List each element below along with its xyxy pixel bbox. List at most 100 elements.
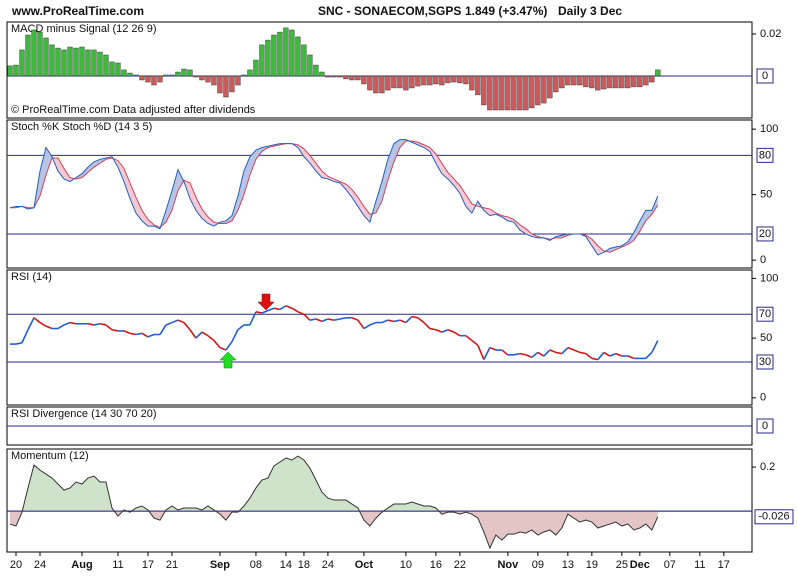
rsi-segment (411, 315, 419, 319)
bar (217, 75, 223, 94)
x-tick-label: Dec (630, 559, 650, 571)
x-tick-label: Sep (210, 559, 230, 571)
last-value-box (754, 509, 794, 525)
stoch-fill (357, 197, 364, 216)
bar (73, 47, 79, 77)
rsi-segment (201, 331, 209, 337)
stoch-fill (45, 147, 52, 176)
site: www.ProRealTime.com (11, 4, 144, 18)
bar (643, 75, 649, 86)
bar (145, 75, 151, 83)
rsi-segment (135, 332, 143, 336)
rsi-segment (501, 349, 509, 356)
bar (223, 75, 229, 98)
last-value-label: -0.026 (758, 511, 789, 523)
bar (595, 75, 601, 91)
level-box (756, 354, 774, 370)
x-tick-label: 20 (10, 559, 22, 571)
rsi-segment (477, 344, 485, 360)
x-tick-label: 13 (562, 559, 574, 571)
rsi-segment (423, 321, 431, 330)
bar (517, 75, 523, 111)
rsi-segment (231, 329, 239, 343)
momentum-area-down (9, 511, 658, 549)
rsi-segment (465, 335, 473, 342)
rsi-segment (651, 340, 659, 353)
bar (559, 75, 565, 89)
stoch-fill (393, 139, 400, 162)
stoch-fill (447, 172, 454, 186)
y-tick-label: 0.2 (760, 461, 775, 473)
bar (241, 74, 247, 77)
bar (613, 75, 619, 89)
rsi-segment (27, 317, 35, 331)
stoch-fill (375, 181, 382, 213)
rsi-segment (15, 342, 23, 345)
stoch-fill (387, 143, 394, 181)
bar (337, 75, 343, 78)
stoch-fill (303, 148, 310, 164)
rsi-segment (285, 305, 293, 309)
rsi-segment (183, 322, 191, 331)
bar (649, 75, 655, 83)
bar (475, 75, 481, 96)
rsi-segment (333, 318, 341, 321)
bar (571, 75, 577, 86)
bar (283, 27, 289, 77)
rsi-segment (603, 351, 611, 357)
bar (325, 75, 331, 78)
stoch-fill (519, 224, 526, 234)
stoch-fill (123, 168, 130, 199)
price: 1.849 (+3.47%) (465, 4, 547, 18)
bar (7, 65, 13, 77)
stoch-fill (381, 159, 388, 202)
momentum-area-up (22, 456, 439, 512)
stoch-fill (489, 209, 496, 216)
bar (307, 54, 313, 77)
bar (49, 44, 55, 77)
rsi-segment (645, 351, 653, 359)
bar (451, 75, 457, 83)
y-tick-label: 100 (760, 123, 778, 135)
rsi-segment (399, 319, 407, 324)
level-box (756, 68, 774, 84)
bar (403, 75, 409, 91)
rsi-segment (249, 311, 257, 326)
stoch-fill (69, 177, 76, 182)
bar (169, 74, 175, 77)
y-tick-label: 100 (760, 272, 778, 284)
bar (487, 75, 493, 111)
bar (421, 75, 427, 86)
bar (55, 47, 61, 77)
sell-signal (257, 293, 275, 311)
stoch-fill (591, 239, 598, 255)
rsi-segment (549, 349, 557, 354)
bar (445, 75, 451, 84)
bar (535, 75, 541, 106)
bar (331, 75, 337, 78)
rsi-segment (387, 319, 395, 323)
rsi-segment (591, 357, 598, 361)
x-tick-label: 17 (718, 559, 730, 571)
stoch-fill (165, 190, 172, 223)
bar (295, 36, 301, 77)
rsi-segment (471, 339, 479, 346)
stoch-fill (327, 176, 334, 182)
rsi-segment (555, 351, 563, 355)
bar (577, 75, 583, 86)
x-tick-label: Oct (355, 559, 374, 571)
stoch-fill (243, 156, 250, 195)
bar (247, 69, 253, 77)
bar (253, 59, 259, 77)
bar (103, 54, 109, 77)
rsi-segment (531, 351, 539, 358)
stoch-fill (255, 147, 262, 160)
bar (355, 75, 361, 81)
rsi-segment (585, 353, 593, 360)
bar (625, 75, 631, 89)
bar (439, 75, 445, 86)
stoch-fill (315, 163, 322, 178)
stoch-fill (87, 161, 94, 173)
bar (181, 68, 187, 77)
